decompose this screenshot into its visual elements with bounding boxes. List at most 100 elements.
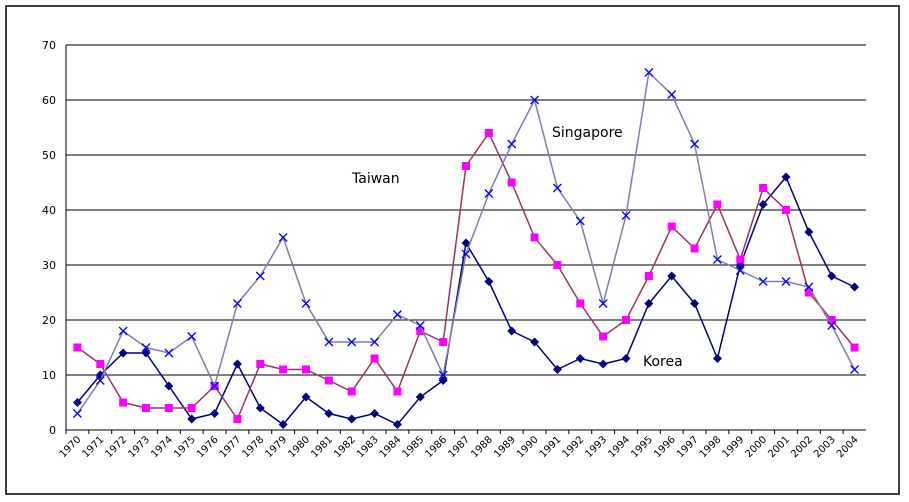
marker — [713, 200, 722, 209]
marker — [370, 409, 380, 418]
marker — [164, 348, 174, 358]
marker — [804, 227, 814, 237]
marker — [324, 409, 334, 418]
marker — [736, 255, 745, 264]
marker — [553, 261, 562, 269]
marker — [439, 338, 448, 346]
marker — [712, 354, 722, 363]
marker — [393, 387, 402, 396]
marker — [758, 200, 768, 209]
marker — [759, 184, 768, 192]
marker — [96, 360, 105, 368]
marker — [301, 392, 311, 402]
y-tick-label: 20 — [42, 314, 56, 327]
y-tick-label: 70 — [42, 39, 56, 52]
marker — [462, 162, 470, 170]
marker — [781, 277, 791, 286]
marker — [575, 354, 585, 363]
series-annotation: Korea — [643, 354, 683, 370]
marker — [461, 249, 471, 259]
marker — [507, 178, 516, 187]
marker — [278, 420, 288, 429]
marker — [256, 360, 265, 368]
marker — [484, 277, 494, 286]
marker — [484, 129, 493, 137]
series-annotation: Taiwan — [351, 171, 400, 187]
y-tick-label: 0 — [49, 424, 56, 437]
marker — [392, 420, 402, 429]
marker — [187, 414, 197, 424]
marker — [530, 337, 540, 347]
marker — [141, 348, 151, 358]
marker — [735, 266, 745, 275]
marker — [392, 310, 402, 319]
y-tick-label: 40 — [42, 204, 56, 217]
chart-frame — [5, 5, 900, 495]
marker — [232, 359, 242, 369]
marker — [644, 68, 654, 77]
marker — [576, 299, 585, 308]
marker — [347, 387, 356, 396]
marker — [621, 354, 631, 363]
marker — [415, 392, 425, 402]
marker — [622, 316, 630, 324]
marker — [530, 95, 540, 105]
marker — [827, 316, 836, 324]
marker — [575, 216, 585, 226]
marker — [232, 299, 242, 308]
marker — [141, 343, 151, 352]
marker — [278, 233, 288, 242]
marker — [438, 376, 448, 385]
marker — [827, 271, 837, 281]
marker — [324, 376, 333, 385]
marker — [850, 343, 859, 352]
marker — [233, 415, 242, 423]
marker — [118, 348, 128, 358]
marker — [461, 238, 471, 248]
series-annotation: Singapore — [552, 125, 623, 141]
marker — [347, 337, 357, 347]
marker — [255, 403, 265, 413]
marker — [416, 327, 425, 335]
marker — [758, 277, 768, 286]
marker — [552, 365, 562, 374]
marker — [301, 299, 311, 308]
marker — [95, 376, 105, 385]
marker — [667, 90, 677, 99]
y-tick-label: 10 — [42, 369, 56, 382]
marker — [255, 271, 265, 281]
marker — [164, 404, 173, 412]
marker — [73, 343, 82, 352]
marker — [438, 370, 448, 380]
marker — [279, 365, 288, 374]
marker — [644, 299, 654, 308]
marker — [72, 409, 82, 418]
marker — [599, 332, 608, 341]
marker — [210, 381, 220, 391]
marker — [850, 365, 860, 374]
marker — [507, 326, 517, 336]
marker — [347, 414, 357, 424]
marker — [690, 139, 700, 149]
y-tick-label: 30 — [42, 259, 56, 272]
marker — [142, 404, 150, 412]
marker — [187, 332, 197, 341]
marker — [804, 282, 814, 292]
marker — [484, 189, 494, 198]
marker — [781, 172, 791, 182]
marker — [644, 272, 653, 280]
marker — [370, 337, 380, 347]
marker — [415, 321, 425, 330]
marker — [302, 365, 310, 374]
marker — [712, 255, 722, 264]
marker — [324, 337, 334, 347]
marker — [850, 282, 860, 292]
marker — [187, 404, 196, 412]
marker — [782, 206, 790, 214]
marker — [118, 326, 128, 336]
marker — [72, 398, 82, 407]
marker — [621, 211, 631, 220]
marker — [804, 288, 813, 297]
marker — [370, 354, 379, 363]
